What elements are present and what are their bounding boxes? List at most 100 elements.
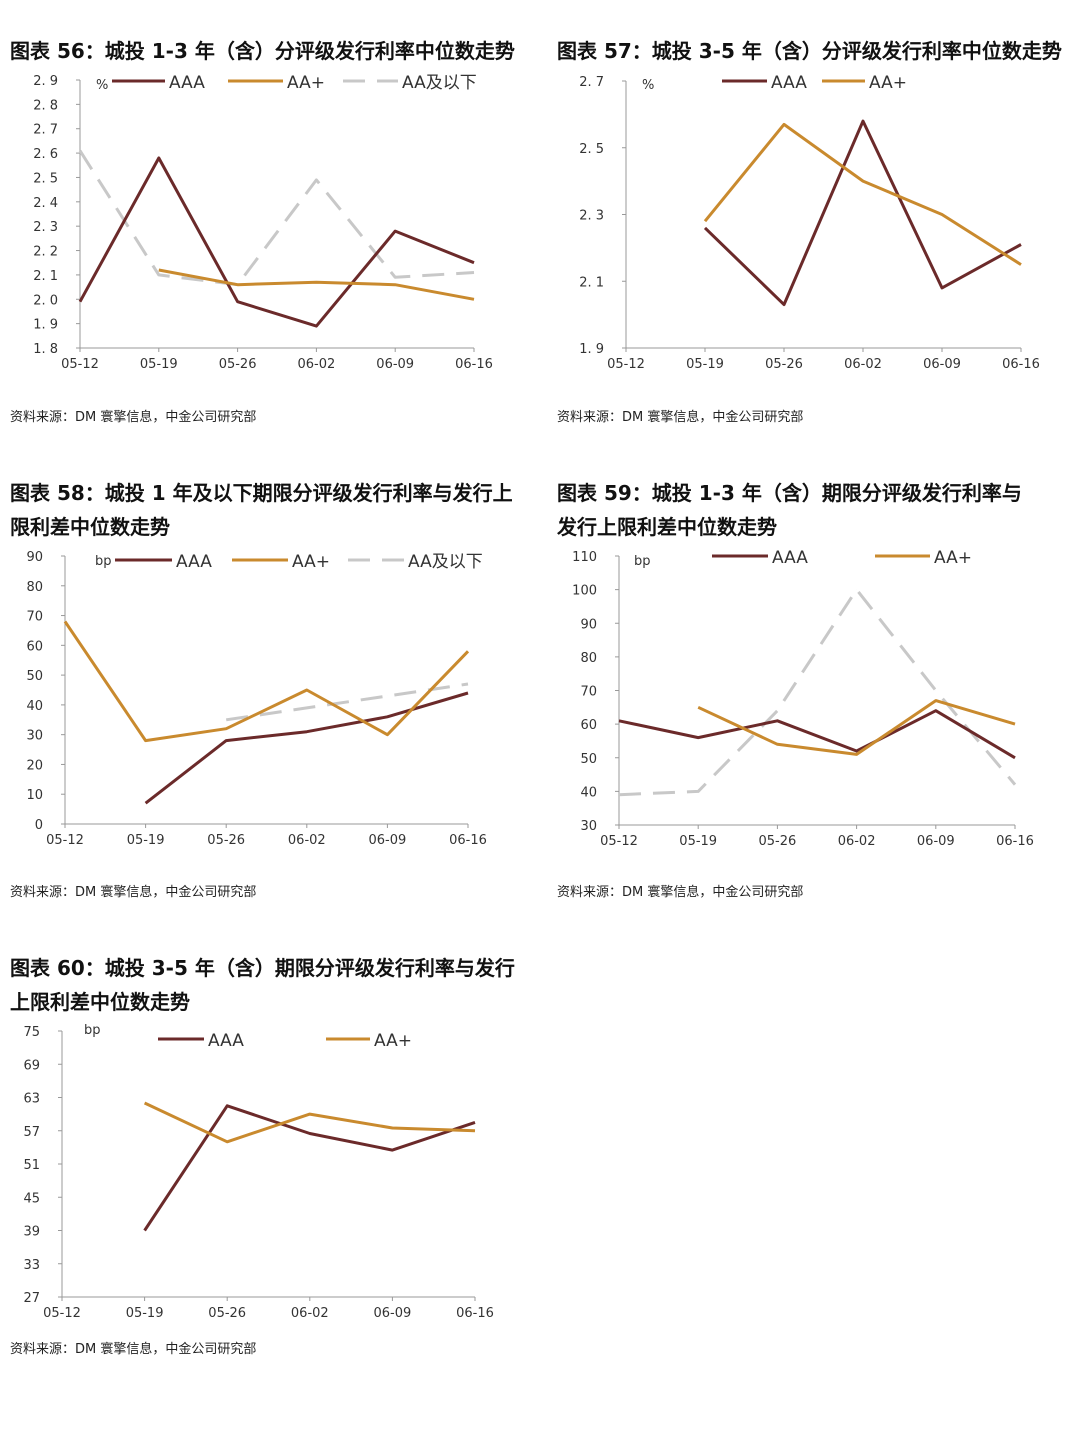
chart-56: 1. 8 1. 9 2. 0 2. 1 2. 2 2. 3 2. 4 2. 5 2. 6 2. 7… [33,73,493,372]
y-tick-label: 45 [23,1191,40,1206]
legend-label: AA+ [292,552,330,572]
y-tick-label: 80 [26,580,43,595]
y-tick-label: 10 [26,788,43,803]
chart-58-title-line2: 限利差中位数走势 [10,515,170,539]
unit-label: % [96,78,108,93]
x-tick-label: 05-12 [43,1306,81,1321]
y-tick-label: 30 [26,729,43,744]
y-tick-label: 2. 1 [33,269,58,284]
y-tick-label: 2. 5 [579,142,604,157]
x-tick-label: 06-16 [1002,357,1040,372]
x-tick-label: 06-09 [917,834,955,849]
y-tick-label: 2. 2 [33,245,58,260]
x-tick-label: 05-19 [127,833,165,848]
x-tick-label: 06-09 [369,833,407,848]
y-tick-label: 80 [580,651,597,666]
x-tick-label: 06-16 [456,1306,494,1321]
y-tick-label: 27 [23,1291,40,1306]
y-tick-label: 2. 3 [579,209,604,224]
y-tick-label: 69 [23,1058,40,1073]
series-line-AA及以下 [78,149,475,287]
legend-label: AA+ [934,548,972,568]
series-line-AA+ [63,620,470,743]
x-tick-label: 06-16 [996,834,1034,849]
series-line-AA+ [703,122,1022,266]
y-tick-label: 2. 3 [33,220,58,235]
legend-label: AA+ [287,73,325,93]
y-tick-label: 33 [23,1258,40,1273]
x-tick-label: 05-19 [679,834,717,849]
legend-label: AAA [169,73,205,93]
x-tick-label: 06-02 [288,833,326,848]
x-tick-label: 06-02 [291,1306,329,1321]
legend-item-AA+: AA+ [326,1031,412,1051]
x-tick-label: 06-16 [455,357,493,372]
y-tick-label: 2. 0 [33,293,58,308]
chart-56-source: 资料来源：DM 寰擎信息，中金公司研究部 [10,410,257,425]
x-tick-label: 05-12 [61,357,99,372]
chart-59-title-line1: 图表 59：城投 1-3 年（含）期限分评级发行利率与 [557,481,1022,505]
y-tick-label: 90 [580,617,597,632]
legend-label: AA及以下 [402,73,477,93]
y-tick-label: 50 [580,752,597,767]
legend-label: AAA [771,73,807,93]
y-tick-label: 1. 9 [33,318,58,333]
series-line-AA及以下 [225,682,469,722]
y-tick-label: 39 [23,1225,40,1240]
x-tick-label: 05-26 [207,833,245,848]
y-tick-label: 2. 8 [33,98,58,113]
y-tick-label: 2. 4 [33,196,58,211]
y-tick-label: 2. 7 [33,123,58,138]
chart-60-title: 图表 60：城投 3-5 年（含）期限分评级发行利率与发行 上限利差中位数走势 [10,951,515,1019]
y-tick-label: 2. 6 [33,147,58,162]
x-tick-label: 05-26 [219,357,257,372]
chart-57-title: 图表 57：城投 3-5 年（含）分评级发行利率中位数走势 [557,39,1062,63]
y-tick-label: 20 [26,758,43,773]
y-tick-label: 90 [26,550,43,565]
y-tick-label: 2. 9 [33,74,58,89]
y-tick-label: 1. 8 [33,342,58,357]
x-tick-label: 06-02 [838,834,876,849]
legend-label: AAA [176,552,212,572]
chart-59-title-line2: 发行上限利差中位数走势 [557,515,777,539]
x-tick-label: 05-19 [126,1306,164,1321]
x-tick-label: 05-19 [686,357,724,372]
y-tick-label: 1. 9 [579,342,604,357]
legend-item-AA+: AA+ [228,73,325,93]
y-tick-label: 70 [26,610,43,625]
y-tick-label: 2. 1 [579,275,604,290]
chart-58-title-line1: 图表 58：城投 1 年及以下期限分评级发行利率与发行上 [10,481,513,505]
legend-item-AAA: AAA [722,73,807,93]
chart-60-title-line2: 上限利差中位数走势 [10,990,190,1014]
x-tick-label: 05-26 [208,1306,246,1321]
unit-label: % [642,78,654,93]
legend-item-AA+: AA+ [822,73,907,93]
series-line-AAA [618,709,1016,760]
x-tick-label: 06-09 [374,1306,412,1321]
y-tick-label: 30 [580,819,597,834]
chart-57-source: 资料来源：DM 寰擎信息，中金公司研究部 [557,410,804,425]
y-tick-label: 50 [26,669,43,684]
series-line-AAA [78,156,475,328]
x-tick-label: 05-19 [140,357,178,372]
chart-60-title-line1: 图表 60：城投 3-5 年（含）期限分评级发行利率与发行 [10,956,515,980]
chart-59-source: 资料来源：DM 寰擎信息，中金公司研究部 [557,885,804,900]
y-tick-label: 60 [26,639,43,654]
y-tick-label: 51 [23,1158,40,1173]
legend-label: AAA [772,548,808,568]
legend-item-AA及以下: AA及以下 [343,73,477,93]
y-tick-label: 100 [572,584,597,599]
series-line-unnamed [618,588,1017,797]
chart-60: 27 33 39 45 51 57 63 69 75 05-12 05-19 05-26 06-02 06… [23,1023,493,1321]
series-line-AAA [703,119,1022,307]
legend-item-AAA: AAA [112,73,205,93]
legend-label: AAA [208,1031,244,1051]
x-tick-label: 06-02 [298,357,336,372]
y-tick-label: 60 [580,718,597,733]
x-tick-label: 05-12 [600,834,638,849]
chart-58-title: 图表 58：城投 1 年及以下期限分评级发行利率与发行上 限利差中位数走势 [10,476,513,544]
y-tick-label: 57 [23,1125,40,1140]
x-tick-label: 05-12 [46,833,84,848]
legend-item-AAA: AAA [712,548,808,568]
